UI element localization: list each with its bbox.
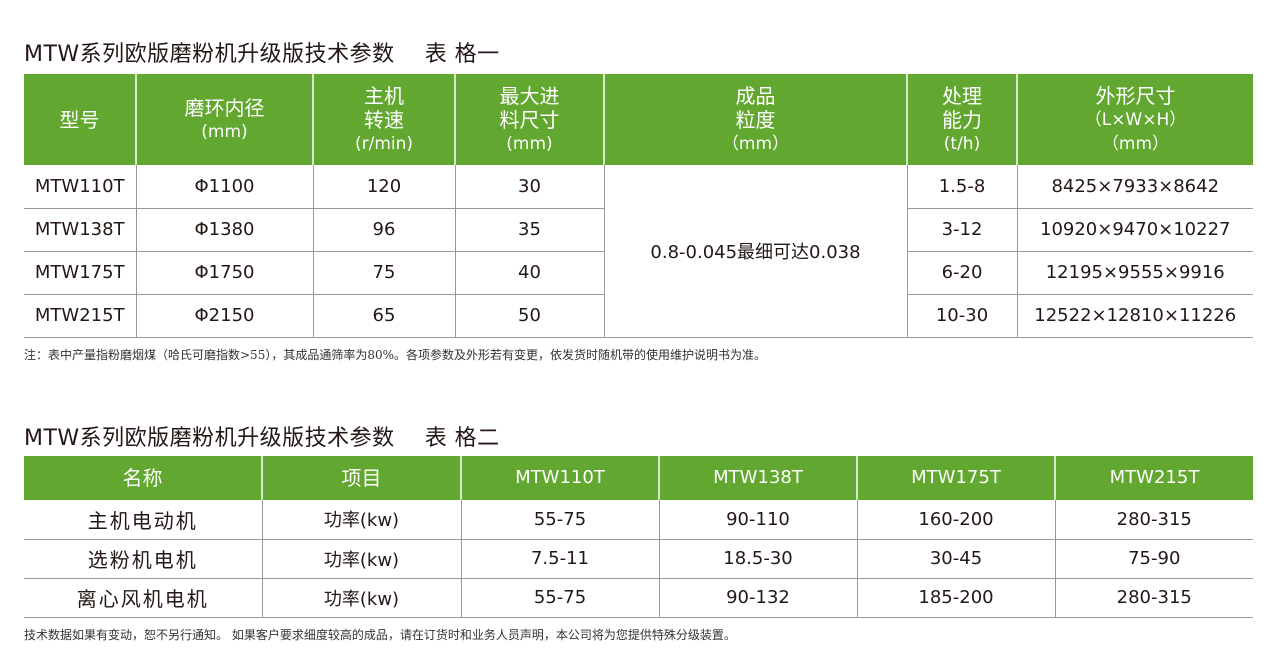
table-cell: 50 xyxy=(454,294,604,338)
table-cell: 90-132 xyxy=(658,578,857,618)
header-line: 能力 xyxy=(942,107,982,132)
table-cell: MTW175T xyxy=(24,251,136,295)
header-line: 成品 xyxy=(735,83,776,108)
header-line: (mm) xyxy=(201,121,248,142)
table-cell: 55-75 xyxy=(460,578,659,618)
header-line: （mm） xyxy=(721,133,790,154)
table-cell: 选粉机电机 xyxy=(24,539,262,579)
table-cell: 35 xyxy=(454,208,604,252)
table2-title: MTW系列欧版磨粉机升级版技术参数 表 格二 xyxy=(24,420,500,452)
header-line: 主机 xyxy=(364,83,404,108)
table-cell: 280-315 xyxy=(1054,500,1253,540)
table-cell: Φ1750 xyxy=(135,251,313,295)
table-cell: 75-90 xyxy=(1054,539,1253,579)
table-cell: MTW138T xyxy=(24,208,136,252)
table-cell: 主机电动机 xyxy=(24,500,262,540)
table-row: MTW138T Φ1380 96 35 3-12 10920×9470×10227 xyxy=(24,208,1253,252)
header-line: (t/h) xyxy=(943,133,981,154)
header-line: 处理 xyxy=(942,83,982,108)
table1-note: 注：表中产量指粉磨烟煤（哈氏可磨指数>55），其成品通筛率为80%。各项参数及外… xyxy=(24,348,767,362)
table-row: 主机电动机 功率(kw) 55-75 90-110 160-200 280-315 xyxy=(24,500,1253,540)
column-header: MTW138T xyxy=(658,456,857,500)
table-row: MTW175T Φ1750 75 40 6-20 12195×9555×9916 xyxy=(24,251,1253,295)
table-cell: 12195×9555×9916 xyxy=(1016,251,1253,295)
table-row: 离心风机电机 功率(kw) 55-75 90-132 185-200 280-315 xyxy=(24,578,1253,618)
column-header: 磨环内径 (mm) xyxy=(135,74,313,165)
table-cell: 6-20 xyxy=(906,251,1017,295)
header-line: (r/min) xyxy=(354,133,414,154)
column-header: 外形尺寸 （L×W×H） （mm） xyxy=(1016,74,1253,165)
spec-table-2: 名称 项目 MTW110T MTW138T MTW175T MTW215T 主机电动机 功率… xyxy=(24,456,1253,618)
column-header: MTW110T xyxy=(460,456,659,500)
column-header: 成品 粒度 （mm） xyxy=(603,74,907,165)
table-cell: 160-200 xyxy=(856,500,1055,540)
table-cell: 40 xyxy=(454,251,604,295)
table-cell: 185-200 xyxy=(856,578,1055,618)
column-header: 处理 能力 (t/h) xyxy=(906,74,1017,165)
column-header: 型号 xyxy=(24,74,136,165)
table-cell: 90-110 xyxy=(658,500,857,540)
table-cell: 8425×7933×8642 xyxy=(1016,165,1253,209)
column-header: MTW175T xyxy=(856,456,1055,500)
column-header: MTW215T xyxy=(1054,456,1253,500)
title-sub: 表 格一 xyxy=(424,42,500,67)
table-cell: 10920×9470×10227 xyxy=(1016,208,1253,252)
table-cell: 功率(kw) xyxy=(261,578,461,618)
header-line: (mm) xyxy=(506,133,553,154)
header-line: 最大进 xyxy=(499,83,560,108)
spec-table-1: 型号 磨环内径 (mm) 主机 转速 (r/min) 最大进 料尺寸 (mm) 成品 粒度 （mm）处… xyxy=(24,74,1253,338)
table-cell: Φ2150 xyxy=(135,294,313,338)
header-line: 转速 xyxy=(364,107,404,132)
table-cell: 10-30 xyxy=(906,294,1017,338)
table-cell: 功率(kw) xyxy=(261,539,461,579)
table-cell: MTW215T xyxy=(24,294,136,338)
table-cell: 12522×12810×11226 xyxy=(1016,294,1253,338)
table-row: MTW215T Φ2150 65 50 10-30 12522×12810×11226 xyxy=(24,294,1253,338)
table-cell: Φ1100 xyxy=(135,165,313,209)
table1-title: MTW系列欧版磨粉机升级版技术参数 表 格一 xyxy=(24,36,500,68)
table-cell: 65 xyxy=(312,294,455,338)
title-text: MTW系列欧版磨粉机升级版技术参数 xyxy=(24,426,395,451)
table-cell: 280-315 xyxy=(1054,578,1253,618)
table-row: 选粉机电机 功率(kw) 7.5-11 18.5-30 30-45 75-90 xyxy=(24,539,1253,579)
table-cell: Φ1380 xyxy=(135,208,313,252)
table-cell: 离心风机电机 xyxy=(24,578,262,618)
table-cell: 3-12 xyxy=(906,208,1017,252)
header-line: 磨环内径 xyxy=(184,95,265,120)
table-cell: 18.5-30 xyxy=(658,539,857,579)
table-cell: 7.5-11 xyxy=(460,539,659,579)
table-row: MTW110T Φ1100 120 30 0.8-0.045最细可达0.038 1.5-8… xyxy=(24,165,1253,338)
header-line: （L×W×H） xyxy=(1084,109,1187,130)
table-cell: 75 xyxy=(312,251,455,295)
header-line: （mm） xyxy=(1101,133,1170,154)
title-text: MTW系列欧版磨粉机升级版技术参数 xyxy=(24,42,395,67)
header-line: 粒度 xyxy=(735,107,776,132)
column-header: 最大进 料尺寸 (mm) xyxy=(454,74,604,165)
table2-note: 技术数据如果有变动，恕不另行通知。 如果客户要求细度较高的成品，请在订货时和业务… xyxy=(24,628,736,642)
header-line: 外形尺寸 xyxy=(1095,83,1176,108)
table-cell: 功率(kw) xyxy=(261,500,461,540)
table-cell: 96 xyxy=(312,208,455,252)
fineness-cell: 0.8-0.045最细可达0.038 xyxy=(603,165,907,338)
table-cell: 1.5-8 xyxy=(906,165,1017,209)
table-cell: 120 xyxy=(312,165,455,209)
table-cell: MTW110T xyxy=(24,165,136,209)
column-header: 主机 转速 (r/min) xyxy=(312,74,455,165)
title-sub: 表 格二 xyxy=(424,426,500,451)
header-line: 型号 xyxy=(59,107,100,132)
header-line: 料尺寸 xyxy=(499,107,560,132)
table-cell: 55-75 xyxy=(460,500,659,540)
table-cell: 30-45 xyxy=(856,539,1055,579)
table-cell: 30 xyxy=(454,165,604,209)
column-header: 项目 xyxy=(261,456,461,500)
column-header: 名称 xyxy=(24,456,262,500)
